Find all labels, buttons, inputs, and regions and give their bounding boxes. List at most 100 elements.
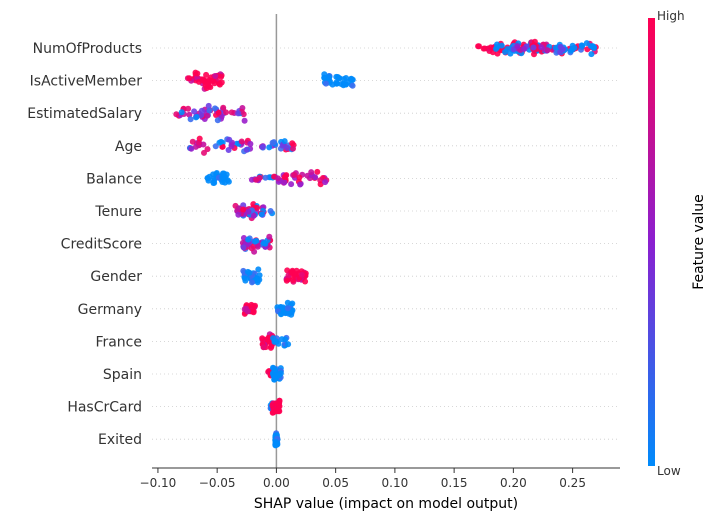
shap-point (178, 109, 185, 116)
shap-point (248, 245, 255, 252)
shap-point (219, 174, 226, 181)
shap-point (271, 373, 278, 380)
shap-point (481, 45, 488, 52)
shap-point (173, 111, 180, 118)
feature-label: Balance (86, 171, 142, 187)
shap-point (189, 138, 196, 145)
shap-point (275, 405, 282, 412)
shap-point (521, 45, 527, 52)
colorbar-high-label: High (657, 9, 685, 23)
shap-point (256, 272, 263, 279)
shap-point (308, 169, 315, 176)
shap-point (198, 112, 205, 119)
shap-point (219, 179, 226, 185)
shap-point (260, 240, 267, 247)
shap-point (244, 268, 251, 275)
shap-point (285, 341, 292, 348)
shap-point (205, 102, 212, 109)
x-tick-label: 0.10 (382, 476, 409, 490)
shap-point (498, 42, 505, 49)
shap-point (317, 181, 324, 188)
feature-label: HasCrCard (67, 400, 142, 416)
shap-point (290, 145, 296, 152)
shap-point (243, 305, 250, 312)
shap-point (220, 104, 227, 111)
x-tick-label: 0.00 (263, 476, 290, 490)
shap-point (277, 370, 284, 377)
shap-point (531, 51, 537, 58)
shap-point (260, 344, 267, 351)
shap-point (259, 143, 266, 150)
shap-point (289, 140, 296, 147)
feature-label: Tenure (94, 204, 142, 220)
shap-point (544, 47, 551, 54)
x-axis-title: SHAP value (impact on model output) (254, 496, 518, 512)
shap-point (273, 338, 279, 345)
shap-point (288, 181, 295, 188)
shap-point (538, 44, 545, 51)
shap-point (248, 176, 255, 183)
shap-point (204, 112, 211, 119)
shap-point (487, 44, 494, 51)
shap-point (250, 212, 257, 219)
colorbar-gradient (648, 18, 655, 466)
shap-point (228, 109, 235, 116)
feature-label: Gender (90, 269, 142, 285)
shap-point (298, 271, 305, 278)
shap-point (240, 244, 247, 251)
shap-point (262, 174, 269, 181)
shap-point (191, 108, 198, 115)
x-tick-label: 0.05 (322, 476, 349, 490)
shap-point (228, 143, 235, 150)
shap-point (267, 208, 274, 214)
shap-point (226, 136, 233, 143)
shap-point (198, 107, 205, 114)
x-axis: −0.10 −0.05 0.00 0.05 0.10 0.15 0.20 0.25 (140, 467, 620, 490)
shap-point (235, 211, 242, 218)
shap-point (223, 109, 229, 116)
shap-point (322, 179, 329, 186)
shap-point (278, 336, 285, 343)
shap-point (216, 80, 223, 87)
shap-point (283, 277, 290, 284)
shap-point (271, 366, 278, 373)
shap-point (204, 80, 211, 87)
shap-point (204, 146, 211, 153)
shap-point (203, 71, 210, 78)
shap-point (323, 80, 329, 87)
colorbar: High Low Feature value (648, 9, 707, 478)
shap-point (259, 335, 266, 342)
shap-point (571, 44, 578, 51)
shap-point (245, 236, 252, 243)
shap-point (348, 75, 355, 82)
feature-label: France (95, 334, 142, 350)
feature-label: Exited (98, 432, 142, 448)
shap-point (252, 238, 258, 245)
shap-point (225, 178, 232, 185)
shap-point (296, 174, 303, 181)
shap-point (293, 267, 300, 274)
shap-point (211, 179, 218, 186)
shap-point (240, 267, 247, 274)
shap-point (579, 42, 586, 49)
shap-point (212, 143, 219, 150)
shap-point (284, 305, 291, 312)
shap-point (258, 211, 265, 218)
shap-point (335, 75, 342, 81)
shap-point (193, 113, 200, 120)
shap-point (281, 138, 288, 145)
colorbar-title: Feature value (691, 194, 707, 290)
shap-point (297, 181, 304, 188)
shap-point (248, 301, 255, 308)
x-tick-label: 0.25 (559, 476, 586, 490)
shap-point (281, 179, 288, 186)
shap-point (494, 44, 501, 51)
shap-point (185, 105, 192, 112)
shap-point (247, 140, 254, 147)
shap-point (243, 146, 250, 153)
shap-point (312, 174, 319, 181)
shap-point (290, 277, 297, 284)
shap-point (270, 139, 277, 146)
shap-point (314, 168, 321, 175)
shap-point (194, 70, 201, 77)
